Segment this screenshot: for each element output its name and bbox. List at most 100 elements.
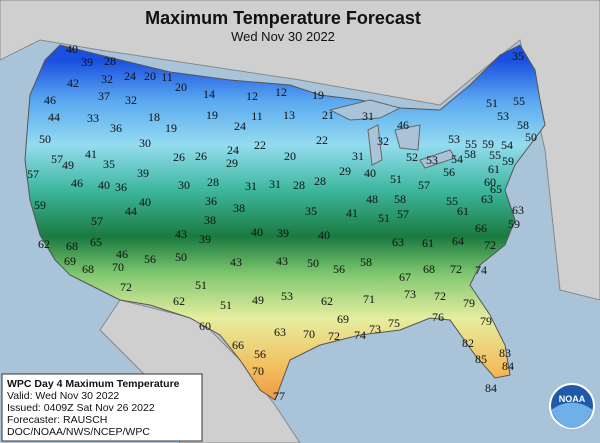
- temperature-label: 53: [426, 153, 438, 167]
- temperature-label: 36: [110, 121, 122, 135]
- temperature-label: 46: [397, 118, 409, 132]
- temperature-label: 72: [484, 238, 496, 252]
- temperature-label: 72: [120, 280, 132, 294]
- temperature-label: 84: [485, 381, 497, 395]
- legend-line: Issued: 0409Z Sat Nov 26 2022: [7, 402, 155, 414]
- temperature-label: 64: [452, 234, 464, 248]
- temperature-label: 40: [318, 228, 330, 242]
- temperature-label: 22: [316, 133, 328, 147]
- temperature-label: 39: [277, 226, 289, 240]
- temperature-label: 29: [339, 164, 351, 178]
- temperature-label: 20: [175, 80, 187, 94]
- temperature-label: 43: [230, 255, 242, 269]
- temperature-label: 58: [360, 255, 372, 269]
- temperature-label: 62: [38, 237, 50, 251]
- temperature-label: 48: [366, 192, 378, 206]
- temperature-label: 68: [66, 239, 78, 253]
- temperature-label: 35: [103, 157, 115, 171]
- temperature-label: 73: [404, 287, 416, 301]
- temperature-label: 82: [462, 336, 474, 350]
- temperature-label: 40: [66, 42, 78, 56]
- temperature-label: 55: [513, 94, 525, 108]
- temperature-label: 53: [497, 109, 509, 123]
- temperature-label: 72: [328, 329, 340, 343]
- temperature-label: 12: [275, 85, 287, 99]
- temperature-label: 63: [274, 325, 286, 339]
- temperature-label: 49: [252, 293, 264, 307]
- mexico: [99, 299, 301, 443]
- temperature-label: 62: [173, 294, 185, 308]
- temperature-label: 56: [443, 165, 455, 179]
- temperature-label: 46: [116, 247, 128, 261]
- temperature-label: 65: [490, 182, 502, 196]
- temperature-label: 31: [269, 177, 281, 191]
- temperature-label: 35: [512, 49, 524, 63]
- temperature-label: 50: [175, 250, 187, 264]
- temperature-label: 19: [206, 108, 218, 122]
- temperature-label: 59: [34, 198, 46, 212]
- temperature-label: 20: [144, 69, 156, 83]
- temperature-label: 11: [251, 109, 263, 123]
- temperature-label: 52: [406, 150, 418, 164]
- legend-line: Forecaster: RAUSCH: [7, 414, 107, 426]
- temperature-label: 51: [195, 278, 207, 292]
- temperature-label: 53: [281, 289, 293, 303]
- temperature-label: 26: [195, 149, 207, 163]
- temperature-label: 40: [98, 178, 110, 192]
- temperature-label: 13: [283, 108, 295, 122]
- temperature-label: 67: [399, 270, 411, 284]
- temperature-label: 40: [139, 195, 151, 209]
- temperature-label: 35: [305, 204, 317, 218]
- temperature-label: 57: [27, 167, 39, 181]
- temperature-label: 20: [284, 149, 296, 163]
- temperature-label: 30: [178, 178, 190, 192]
- temperature-label: 28: [104, 54, 116, 68]
- legend-line: DOC/NOAA/NWS/NCEP/WPC: [7, 426, 150, 438]
- legend-box: [1, 373, 203, 442]
- temperature-label: 22: [254, 138, 266, 152]
- temperature-label: 58: [517, 118, 529, 132]
- canada: [0, 0, 600, 301]
- temperature-label: 37: [98, 89, 110, 103]
- temperature-label: 33: [87, 111, 99, 125]
- temperature-label: 31: [245, 179, 257, 193]
- temperature-label: 31: [352, 149, 364, 163]
- temperature-label: 61: [457, 204, 469, 218]
- temperature-label: 31: [362, 109, 374, 123]
- temperature-label: 63: [512, 203, 524, 217]
- temperature-label: 14: [203, 87, 215, 101]
- temperature-label: 50: [525, 130, 537, 144]
- temperature-label: 75: [388, 316, 400, 330]
- temperature-label: 36: [205, 194, 217, 208]
- temperature-label: 42: [67, 76, 79, 90]
- temperature-label: 57: [418, 178, 430, 192]
- temperature-label: 79: [463, 296, 475, 310]
- temperature-label: 29: [226, 156, 238, 170]
- temperature-label: 32: [125, 93, 137, 107]
- temperature-label: 38: [204, 213, 216, 227]
- temperature-label: 69: [337, 312, 349, 326]
- temperature-label: 68: [423, 262, 435, 276]
- temperature-label: 46: [71, 176, 83, 190]
- temperature-label: 65: [90, 235, 102, 249]
- temperature-label: 39: [137, 166, 149, 180]
- great-lakes: [328, 99, 456, 169]
- temperature-label: 79: [480, 314, 492, 328]
- temperature-label: 70: [112, 260, 124, 274]
- noaa-logo-wave: [551, 402, 593, 428]
- temperature-label: 32: [101, 72, 113, 86]
- temperature-label: 61: [488, 162, 500, 176]
- temperature-label: 69: [64, 254, 76, 268]
- temperature-label: 66: [475, 221, 487, 235]
- temperature-label: 83: [499, 346, 511, 360]
- temperature-label: 56: [144, 252, 156, 266]
- temperature-label: 70: [252, 364, 264, 378]
- temperature-label: 32: [377, 134, 389, 148]
- subtitle: Wed Nov 30 2022: [231, 29, 335, 44]
- temperature-label: 24: [227, 143, 239, 157]
- temperature-label: 40: [251, 225, 263, 239]
- temperature-label: 51: [390, 172, 402, 186]
